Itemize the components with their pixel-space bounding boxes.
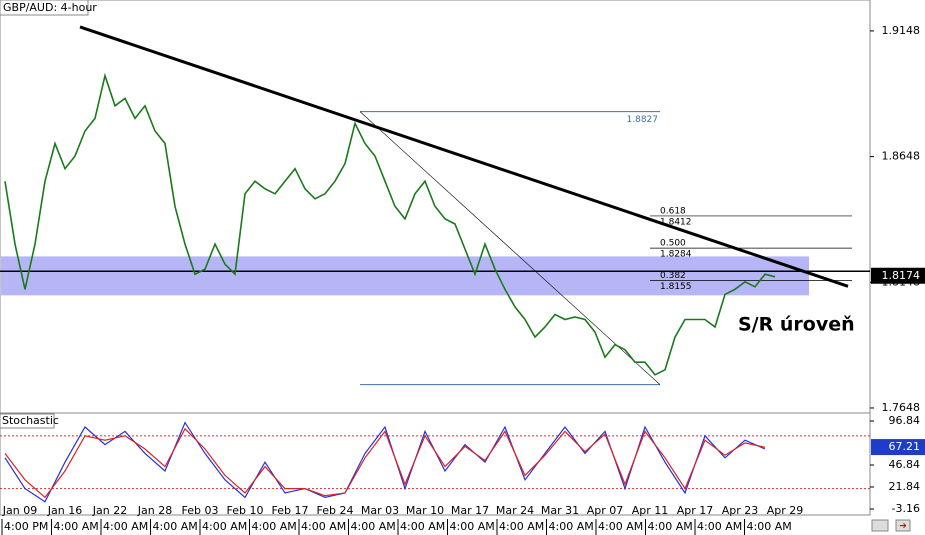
fib-diagonal [359,111,661,385]
indicator-title: Stochastic [2,414,59,427]
y-tick-label: 1.9148 [882,24,921,37]
date-label: Feb 10 [227,504,264,517]
current-value-box [871,439,925,456]
title-box [0,0,89,16]
time-label: 4:00 AM [252,520,297,533]
date-label: Apr 07 [587,504,624,517]
time-label: 4:00 AM [697,520,742,533]
fib-price: 1.8412 [660,217,692,227]
series-line [4,427,766,499]
date-label: Mar 03 [361,504,399,517]
time-label: 4:00 AM [202,520,247,533]
time-label: 4:00 AM [153,520,198,533]
date-label: Mar 24 [496,504,534,517]
date-label: Jan 22 [92,504,127,517]
trendline [79,25,849,288]
time-label: 4:00 AM [648,520,693,533]
date-label: Mar 10 [406,504,444,517]
time-label: 4:00 AM [499,520,544,533]
time-label: 4:00 AM [400,520,445,533]
sr-label: S/R úroveň [738,314,855,336]
date-label: Apr 17 [677,504,714,517]
y-tick-label: 21.84 [889,480,921,493]
date-label: Mar 31 [541,504,579,517]
date-label: Jan 28 [137,504,172,517]
date-label: Apr 23 [722,504,759,517]
fib-price: 1.8155 [660,282,692,292]
date-label: Jan 16 [47,504,82,517]
scroll-icon[interactable] [871,519,889,532]
date-label: Feb 17 [272,504,309,517]
indicator-box [0,413,55,429]
time-label: 4:00 AM [598,520,643,533]
y-tick-label: 1.8648 [882,150,921,163]
current-price: 1.8174 [882,269,921,282]
y-tick-label: 96.84 [889,414,921,427]
time-label: 4:00 AM [103,520,148,533]
date-label: Mar 17 [451,504,489,517]
y-tick-label: 46.84 [889,458,921,471]
time-label: 4:00 PM [4,520,48,533]
time-label: 4:00 AM [450,520,495,533]
y-tick-label: -3.16 [892,502,920,515]
fib-ratio: 0.500 [660,239,686,249]
date-label: Jan 09 [2,504,37,517]
date-label: Apr 29 [767,504,804,517]
time-label: 4:00 AM [549,520,594,533]
fib-ratio: 0.382 [660,271,686,281]
time-label: 4:00 AM [351,520,396,533]
close-arrow: ➔ [899,522,907,532]
current-value: 67.21 [889,440,921,453]
date-label: Feb 24 [317,504,354,517]
sr-zone [1,256,809,296]
time-label: 4:00 AM [301,520,346,533]
chart-title: GBP/AUD: 4-hour [3,1,97,14]
date-label: Feb 03 [182,504,219,517]
fib-ratio: 0.618 [660,206,686,216]
y-tick-label: 1.7648 [882,401,921,414]
current-price-box [871,267,925,284]
close-icon[interactable] [895,519,911,532]
date-label: Apr 11 [632,504,669,517]
series-line [4,72,776,376]
fib-price: 1.8284 [660,250,692,260]
fib-high-label: 1.8827 [627,115,659,125]
time-label: 4:00 AM [54,520,99,533]
time-label: 4:00 AM [747,520,792,533]
